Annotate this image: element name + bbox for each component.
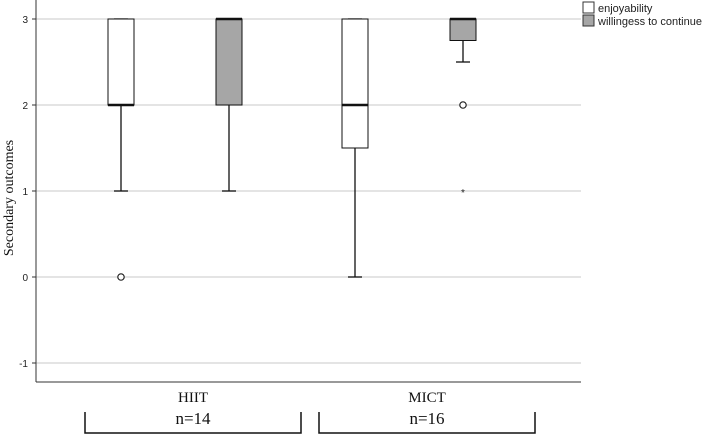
- sample-size-label: n=14: [175, 409, 211, 428]
- box-willingess-to-continue-MICT: *: [449, 17, 477, 199]
- y-tick-label: 3: [22, 15, 28, 26]
- legend-swatch: [582, 14, 595, 27]
- axes: [32, 0, 581, 383]
- box-body: [449, 18, 477, 41]
- box-enjoyability-HIIT: [107, 18, 135, 281]
- category-label: MICT: [408, 390, 446, 406]
- group-bracket: [84, 412, 302, 434]
- extreme-point: *: [461, 188, 465, 199]
- group-bracket: [318, 412, 536, 434]
- outlier-point: [459, 101, 467, 109]
- category-labels: HIIT n=14 MICT n=16: [84, 390, 536, 434]
- outlier-point: [117, 273, 125, 281]
- y-tick-label: 0: [22, 273, 28, 284]
- category-label: HIIT: [178, 390, 208, 406]
- y-tick-label: 1: [22, 187, 28, 198]
- legend-label: willingess to continue: [597, 16, 702, 28]
- y-tick-label: 2: [22, 101, 28, 112]
- y-tick-labels: 3 2 1 0 -1: [19, 15, 28, 370]
- legend-label: enjoyability: [598, 3, 653, 15]
- y-axis-title: Secondary outcomes: [2, 140, 17, 256]
- boxes: *: [107, 17, 477, 281]
- box-body: [215, 18, 243, 106]
- y-tick-label: -1: [19, 359, 28, 370]
- box-body: [107, 18, 135, 106]
- box-body: [341, 18, 369, 149]
- legend-swatch: [582, 1, 595, 14]
- box-enjoyability-MICT: [341, 18, 369, 278]
- sample-size-label: n=16: [409, 409, 444, 428]
- box-willingess-to-continue-HIIT: [215, 17, 243, 192]
